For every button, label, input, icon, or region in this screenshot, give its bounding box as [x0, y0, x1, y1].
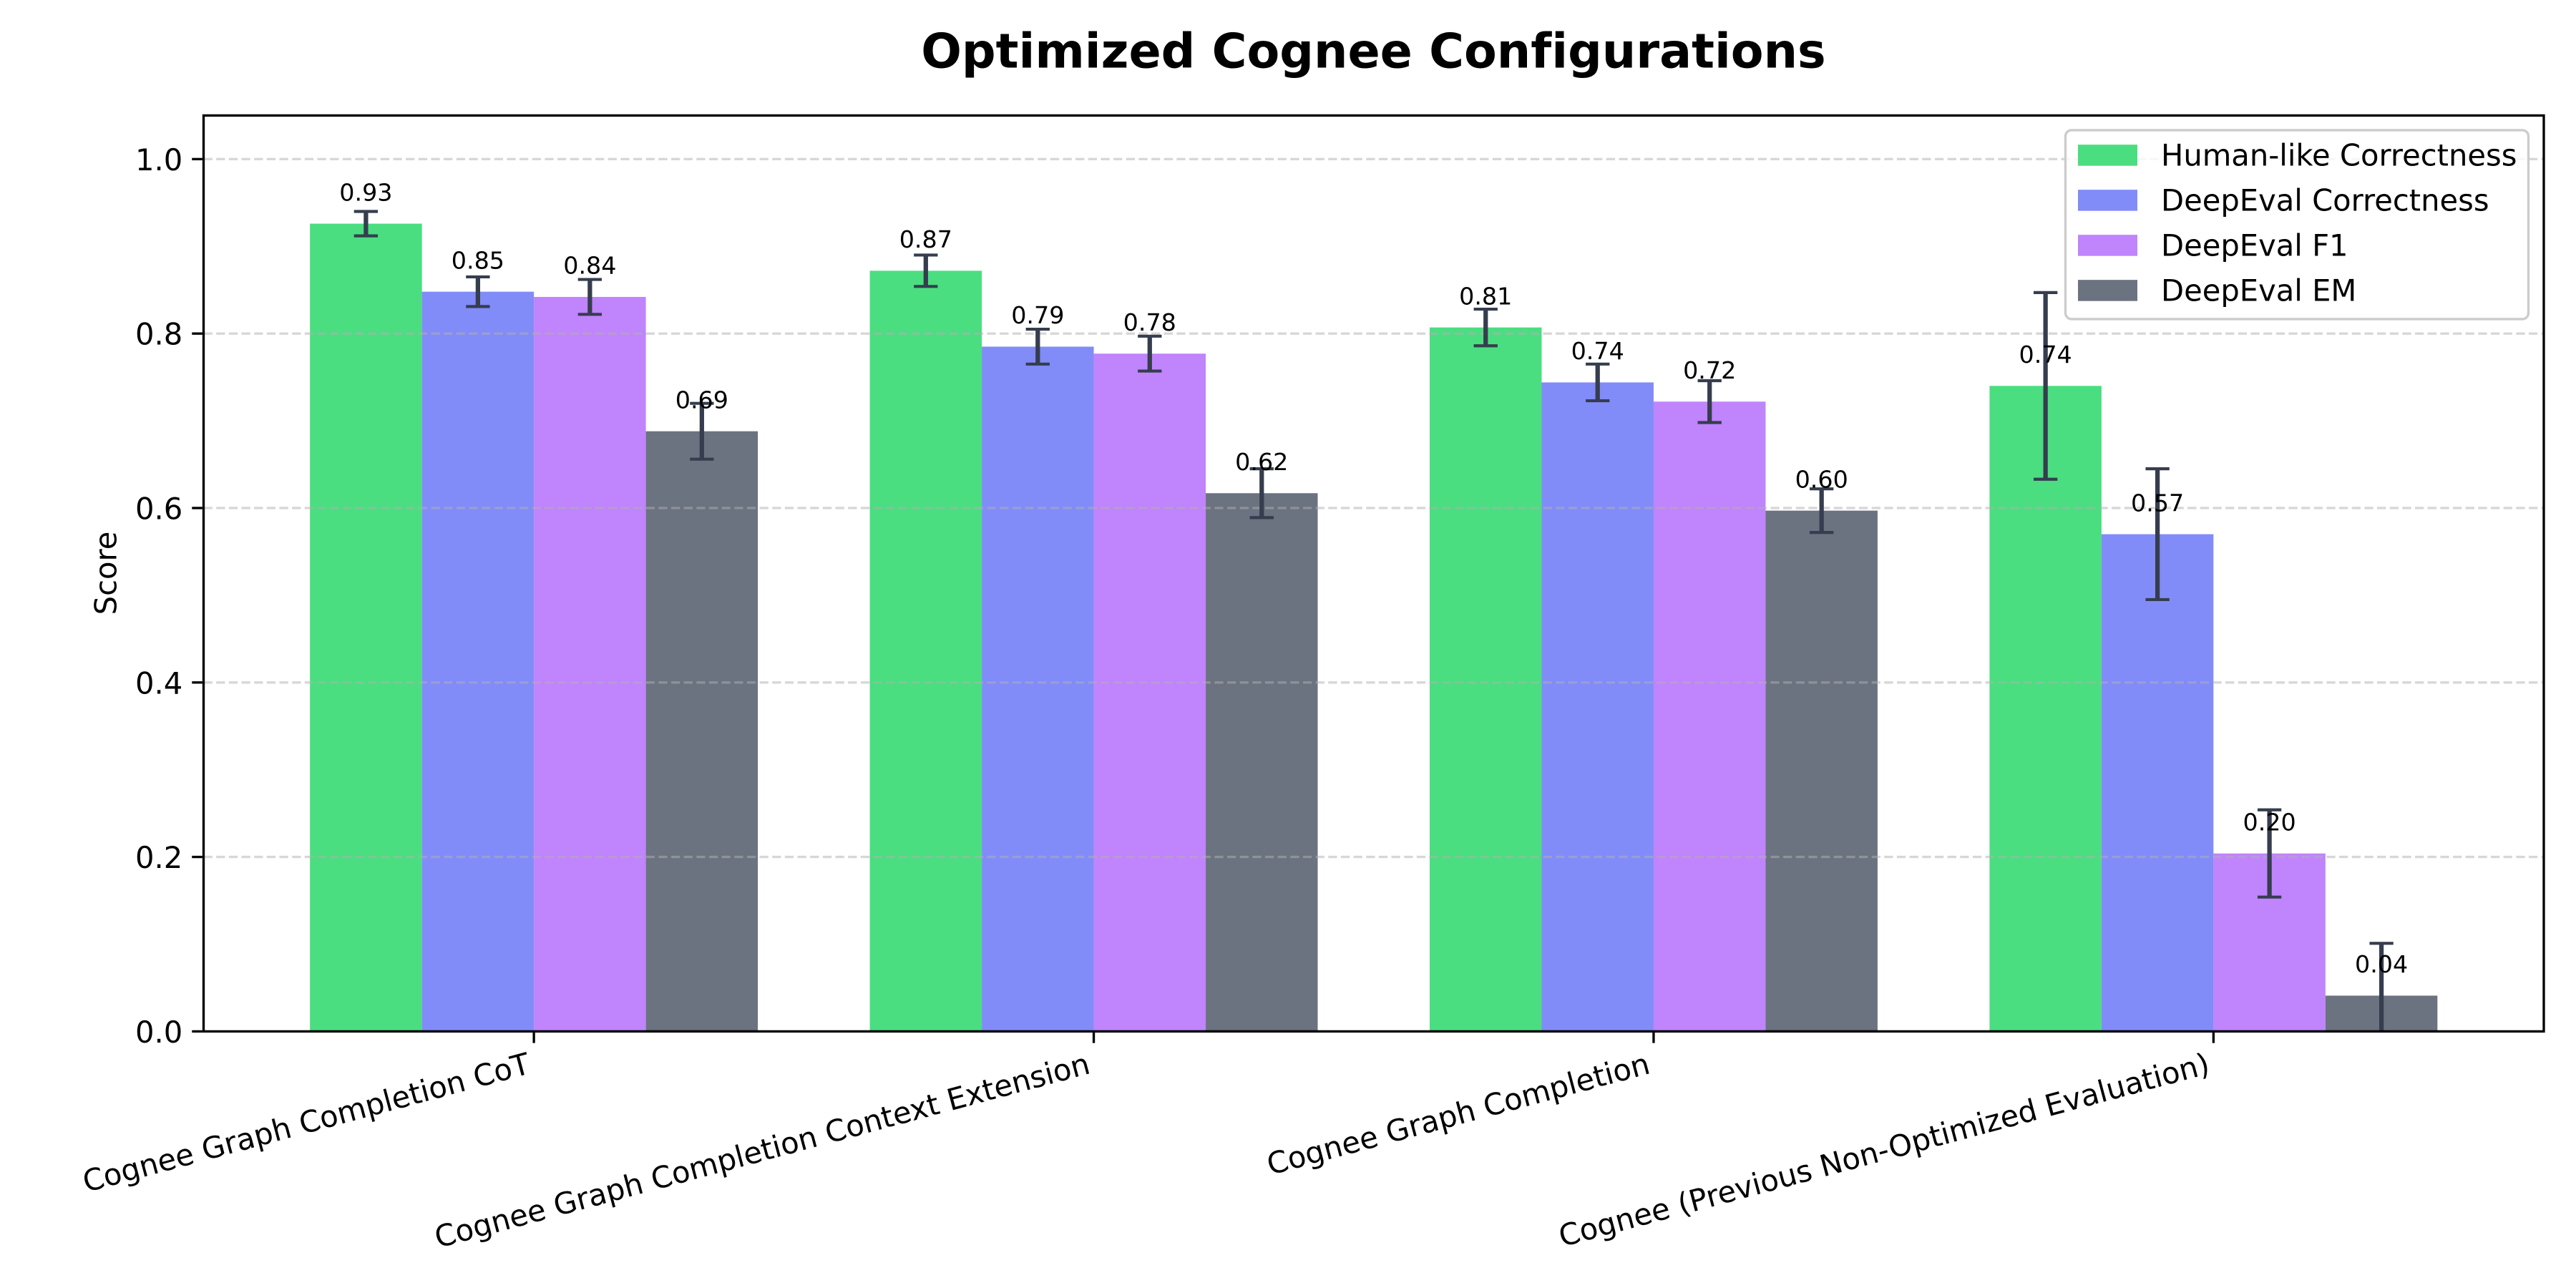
errorbar-s2-g1 [466, 275, 490, 308]
bar-value-label-s4-g3: 0.60 [1795, 465, 1848, 493]
bar-deepeval-em-group1 [645, 431, 758, 1032]
y-axis-label: Score [88, 532, 123, 615]
legend-label-4: DeepEval EM [2161, 273, 2356, 308]
errorbar-s3-g3 [1697, 379, 1722, 424]
y-tick-label-1.0: 1.0 [135, 142, 182, 177]
bar-deepeval-correctness-group3 [1541, 382, 1654, 1032]
bar-value-label-s1-g4: 0.74 [2019, 341, 2072, 369]
chart-title: Optimized Cognee Configurations [921, 24, 1825, 79]
errorbar-s1-g4 [2033, 291, 2058, 481]
legend: Human-like Correctness DeepEval Correctne… [2064, 129, 2530, 321]
errorbar-s3-g2 [1138, 334, 1162, 373]
legend-row-deepeval-em: DeepEval EM [2078, 273, 2356, 308]
bar-deepeval-em-group3 [1765, 510, 1878, 1032]
errorbar-s1-g1 [353, 210, 379, 238]
bar-deepeval-correctness-group4 [2101, 534, 2214, 1032]
bar-value-label-s1-g1: 0.93 [339, 178, 392, 206]
y-tick-label-0.2: 0.2 [135, 840, 182, 875]
legend-swatch-3 [2078, 235, 2137, 256]
bar-human-like-correctness-group2 [869, 270, 982, 1032]
legend-row-deepeval-correctness: DeepEval Correctness [2078, 182, 2489, 218]
errorbar-s1-g2 [914, 253, 938, 288]
bar-value-label-s2-g4: 0.57 [2131, 489, 2184, 517]
legend-row-deepeval-f1: DeepEval F1 [2078, 228, 2348, 263]
legend-label-3: DeepEval F1 [2161, 228, 2348, 263]
y-tick-label-0.6: 0.6 [135, 491, 182, 526]
bar-value-label-s1-g2: 0.87 [899, 225, 952, 253]
bar-value-label-s3-g3: 0.72 [1683, 356, 1736, 384]
errorbar-s3-g1 [577, 278, 602, 316]
bar-human-like-correctness-group4 [1989, 386, 2102, 1032]
bar-deepeval-correctness-group2 [982, 346, 1094, 1032]
bar-value-label-s2-g3: 0.74 [1571, 337, 1624, 365]
bar-value-label-s1-g3: 0.81 [1459, 282, 1512, 310]
legend-swatch-2 [2078, 190, 2137, 211]
bar-deepeval-f1-group1 [534, 296, 646, 1032]
legend-label-1: Human-like Correctness [2161, 137, 2517, 172]
legend-swatch-4 [2078, 280, 2137, 301]
legend-frame [2064, 129, 2530, 321]
axes-spines [202, 114, 2545, 1033]
errorbars-layer [353, 210, 2394, 1032]
legend-label-2: DeepEval Correctness [2161, 182, 2489, 218]
errorbar-s4-g2 [1249, 467, 1274, 519]
bar-deepeval-em-group2 [1206, 493, 1318, 1032]
bar-value-label-s2-g2: 0.79 [1011, 301, 1064, 329]
errorbar-s3-g4 [2257, 808, 2282, 899]
bar-value-label-s3-g4: 0.20 [2243, 808, 2296, 836]
bar-value-label-s3-g2: 0.78 [1123, 308, 1176, 336]
bar-value-label-s4-g4: 0.04 [2355, 950, 2408, 978]
errorbar-s4-g3 [1810, 487, 1834, 535]
y-tick-label-0.8: 0.8 [135, 317, 182, 352]
errorbar-s2-g3 [1586, 362, 1610, 403]
bar-deepeval-correctness-group1 [421, 291, 535, 1032]
bar-value-label-s3-g1: 0.84 [563, 252, 616, 280]
bar-human-like-correctness-group1 [310, 223, 422, 1032]
bar-value-labels-layer: 0.93 0.87 0.81 0.74 0.85 0.79 0.74 0.57 0.84 0.78… [339, 178, 2408, 978]
legend-row-human-like-correctness: Human-like Correctness [2078, 137, 2517, 172]
bar-deepeval-f1-group2 [1093, 353, 1206, 1032]
errorbar-s4-g1 [690, 401, 714, 461]
errorbar-s2-g2 [1025, 327, 1050, 366]
bar-human-like-correctness-group3 [1429, 327, 1542, 1032]
legend-swatch-1 [2078, 145, 2137, 166]
bar-value-label-s4-g1: 0.69 [675, 386, 728, 414]
bars-layer [310, 223, 2438, 1032]
bar-value-label-s4-g2: 0.62 [1235, 448, 1288, 476]
errorbar-s1-g3 [1473, 307, 1498, 348]
bar-deepeval-f1-group3 [1653, 401, 1766, 1032]
bar-value-label-s2-g1: 0.85 [452, 246, 504, 274]
errorbar-s2-g4 [2145, 467, 2170, 602]
y-tick-label-0.4: 0.4 [135, 665, 182, 701]
y-tick-label-0.0: 0.0 [135, 1015, 182, 1050]
